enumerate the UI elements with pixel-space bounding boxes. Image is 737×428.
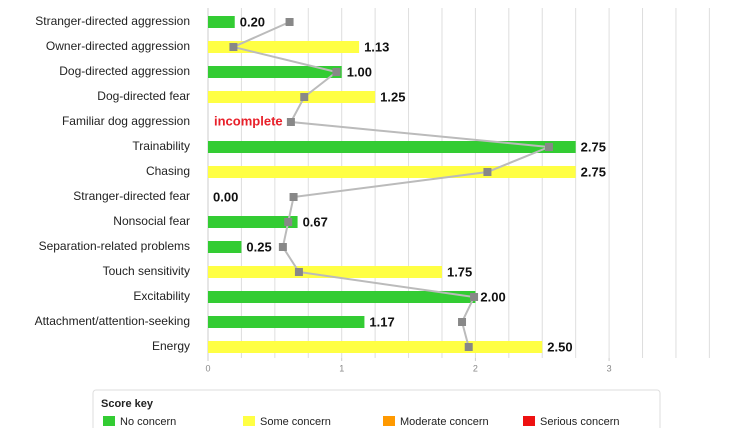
- category-label: Dog-directed aggression: [59, 64, 190, 78]
- value-label: 2.00: [480, 289, 505, 304]
- x-tick-label: 1: [339, 363, 344, 373]
- reference-point: [470, 293, 479, 301]
- reference-point: [286, 118, 295, 126]
- reference-point: [332, 68, 341, 76]
- value-label: 0.25: [246, 239, 271, 254]
- bar: [208, 266, 442, 278]
- category-label: Excitability: [133, 289, 190, 303]
- x-tick-label: 0: [205, 363, 210, 373]
- bar: [208, 241, 242, 253]
- category-label: Separation-related problems: [39, 239, 190, 253]
- category-label: Dog-directed fear: [97, 89, 190, 103]
- bar: [208, 216, 298, 228]
- legend-swatch: [523, 416, 535, 426]
- category-label: Familiar dog aggression: [62, 114, 190, 128]
- bar: [208, 16, 235, 28]
- x-tick-label: 2: [473, 363, 478, 373]
- value-label: 1.75: [447, 264, 472, 279]
- legend-swatch: [243, 416, 255, 426]
- value-label: 1.00: [347, 64, 372, 79]
- reference-point: [229, 43, 238, 51]
- category-label: Stranger-directed aggression: [35, 14, 190, 28]
- reference-point: [544, 143, 553, 151]
- reference-point: [289, 193, 298, 201]
- value-label: 1.25: [380, 89, 405, 104]
- bar: [208, 141, 576, 153]
- reference-line: [230, 21, 550, 348]
- category-label: Energy: [152, 339, 190, 353]
- category-label: Nonsocial fear: [113, 214, 190, 228]
- value-label: 1.17: [369, 314, 394, 329]
- category-label: Stranger-directed fear: [73, 189, 190, 203]
- category-label: Trainability: [132, 139, 190, 153]
- reference-point: [458, 318, 467, 326]
- bar: [208, 316, 365, 328]
- value-label: 2.75: [581, 164, 606, 179]
- legend-swatch: [383, 416, 395, 426]
- reference-point: [300, 93, 309, 101]
- category-label: Touch sensitivity: [103, 264, 190, 278]
- bar: [208, 166, 576, 178]
- category-label: Attachment/attention-seeking: [35, 314, 190, 328]
- legend-label: No concern: [120, 416, 176, 428]
- category-label: Chasing: [146, 164, 190, 178]
- reference-point: [464, 343, 473, 351]
- legend-label: Some concern: [260, 416, 331, 428]
- bar: [208, 341, 543, 353]
- reference-point: [284, 218, 293, 226]
- bar: [208, 291, 476, 303]
- value-label: 1.13: [364, 39, 389, 54]
- value-label: 2.75: [581, 139, 606, 154]
- legend-label: Serious concern: [540, 416, 620, 428]
- reference-point: [278, 243, 287, 251]
- legend-swatch: [103, 416, 115, 426]
- value-label: incomplete: [214, 113, 283, 128]
- legend-title: Score key: [101, 398, 154, 410]
- x-tick-label: 3: [607, 363, 612, 373]
- legend-label: Moderate concern: [400, 416, 489, 428]
- value-label: 0.67: [303, 214, 328, 229]
- value-label: 0.00: [213, 189, 238, 204]
- bar: [208, 66, 342, 78]
- value-label: 0.20: [240, 14, 265, 29]
- legend-box: [92, 389, 661, 428]
- value-label: 2.50: [547, 339, 572, 354]
- reference-point: [483, 168, 492, 176]
- bar: [208, 91, 376, 103]
- reference-point: [294, 268, 303, 276]
- reference-point: [285, 18, 294, 26]
- category-label: Owner-directed aggression: [46, 39, 190, 53]
